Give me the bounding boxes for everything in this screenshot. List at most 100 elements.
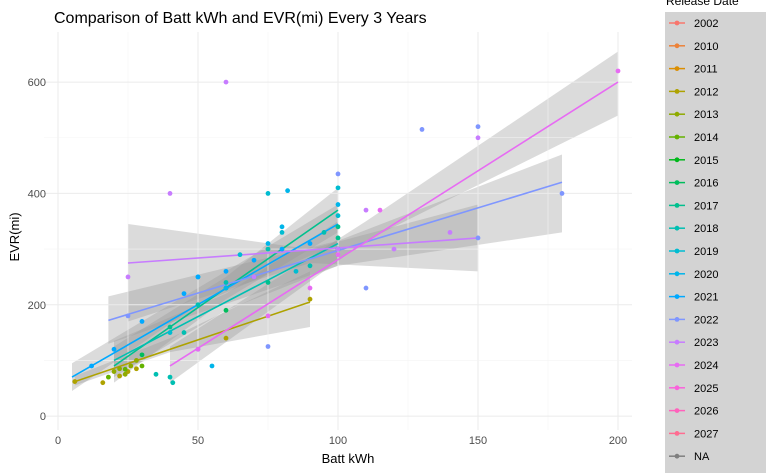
data-point-2024 (377, 207, 383, 213)
legend-key-point-2010 (674, 43, 680, 49)
x-tick-label: 50 (192, 435, 204, 447)
legend-label-2010: 2010 (694, 41, 718, 53)
fit-line-2022 (108, 181, 563, 322)
tick-labels: 0 50 100 150 200 0 200 400 600 (28, 77, 628, 447)
y-tick-label: 200 (28, 300, 46, 312)
data-point-2020 (265, 241, 271, 246)
data-point-2021 (111, 346, 117, 352)
legend-label-2020: 2020 (694, 269, 718, 281)
data-point-2014 (106, 374, 111, 380)
data-point-2019 (167, 330, 173, 335)
data-point-2012 (100, 380, 106, 386)
data-point-2012 (134, 366, 139, 372)
x-tick-label: 200 (609, 435, 627, 447)
data-point-2023 (475, 135, 481, 141)
data-point-2020 (335, 202, 341, 207)
legend-label-2025: 2025 (694, 383, 718, 395)
legend-key-point-2023 (674, 339, 680, 345)
legend-key-point-2021 (674, 294, 680, 299)
data-point-2023 (125, 274, 131, 280)
legend-key-point-2025 (674, 385, 680, 391)
legend-label-2023: 2023 (694, 337, 718, 349)
legend-label-2024: 2024 (694, 360, 718, 372)
data-point-2022 (335, 171, 341, 177)
data-point-2016 (139, 352, 145, 358)
data-point-2017 (167, 324, 173, 330)
legend-label-2022: 2022 (694, 314, 718, 326)
y-tick-label: 0 (40, 411, 46, 423)
fit-line-2012 (74, 301, 311, 383)
data-point-2022 (475, 235, 481, 241)
legend-label-2011: 2011 (694, 64, 718, 76)
data-point-2022 (363, 285, 369, 291)
legend-key-point-2020 (674, 271, 680, 277)
data-point-2018 (265, 246, 271, 252)
legend-key-point-2016 (674, 180, 680, 186)
fit-line-2023 (127, 237, 479, 264)
legend-title: Release Date (666, 0, 739, 8)
legend-key-point-2013 (674, 111, 680, 117)
data-point-2024 (307, 285, 313, 291)
data-point-2019 (237, 252, 243, 258)
fit-line-2024 (169, 81, 619, 367)
fit-line-2018 (113, 242, 339, 362)
data-point-2018 (181, 330, 187, 335)
data-point-2022 (475, 124, 481, 130)
data-point-2021 (279, 246, 285, 252)
legend-label-2012: 2012 (694, 86, 718, 98)
confidence-band-2018 (114, 221, 338, 378)
legend-key-point-2002 (674, 20, 680, 26)
data-point-2021 (139, 319, 145, 324)
data-point-2024 (195, 346, 201, 352)
legend-key-point-2018 (674, 225, 680, 231)
legend-label-NA: NA (694, 451, 710, 463)
chart-title: Comparison of Batt kWh and EVR(mi) Every… (54, 10, 427, 27)
data-point-2012 (307, 296, 313, 302)
legend-label-2016: 2016 (694, 178, 718, 190)
data-point-2020 (285, 188, 290, 194)
data-point-2013 (122, 371, 128, 377)
legend-key-point-2026 (674, 408, 680, 413)
data-point-2018 (170, 380, 176, 386)
data-point-2024 (335, 252, 341, 258)
data-point-2018 (195, 302, 201, 308)
data-point-2021 (307, 241, 313, 246)
x-tick-label: 150 (469, 435, 487, 447)
data-point-2017 (335, 235, 341, 241)
legend-label-2019: 2019 (694, 246, 718, 258)
data-point-2022 (559, 191, 565, 196)
legend-key-point-2014 (674, 134, 680, 140)
legend-key-point-NA (674, 453, 680, 459)
data-point-2021 (89, 363, 94, 369)
y-tick-label: 400 (28, 188, 46, 200)
fit-line-2021 (71, 223, 339, 378)
data-point-2023 (251, 274, 257, 280)
confidence-band-2021 (72, 204, 338, 392)
data-point-2013 (128, 363, 134, 369)
data-point-2023 (335, 246, 341, 252)
x-tick-label: 100 (329, 435, 347, 447)
legend: Release Date 2002 2010 2011 2012 2013 2014 201… (665, 0, 766, 473)
data-point-2012 (117, 373, 122, 379)
y-tick-label: 600 (28, 77, 46, 89)
data-point-2024 (265, 313, 271, 319)
y-axis-title: EVR(mi) (7, 212, 22, 261)
data-point-2020 (279, 224, 285, 230)
data-point-2021 (251, 257, 257, 263)
data-point-2023 (363, 207, 369, 213)
x-axis-title: Batt kWh (322, 451, 375, 466)
legend-key-point-2017 (674, 203, 680, 208)
data-point-2023 (447, 229, 453, 235)
data-point-2013 (134, 358, 139, 363)
data-point-2024 (615, 68, 621, 74)
legend-key-point-2011 (674, 66, 680, 71)
legend-key-point-2024 (674, 362, 680, 368)
data-point-2018 (223, 280, 229, 285)
data-point-2018 (153, 371, 159, 377)
legend-label-2026: 2026 (694, 406, 718, 418)
grid (44, 32, 632, 430)
data-points (72, 68, 621, 386)
legend-label-2021: 2021 (694, 292, 718, 304)
data-point-2019 (293, 268, 299, 274)
